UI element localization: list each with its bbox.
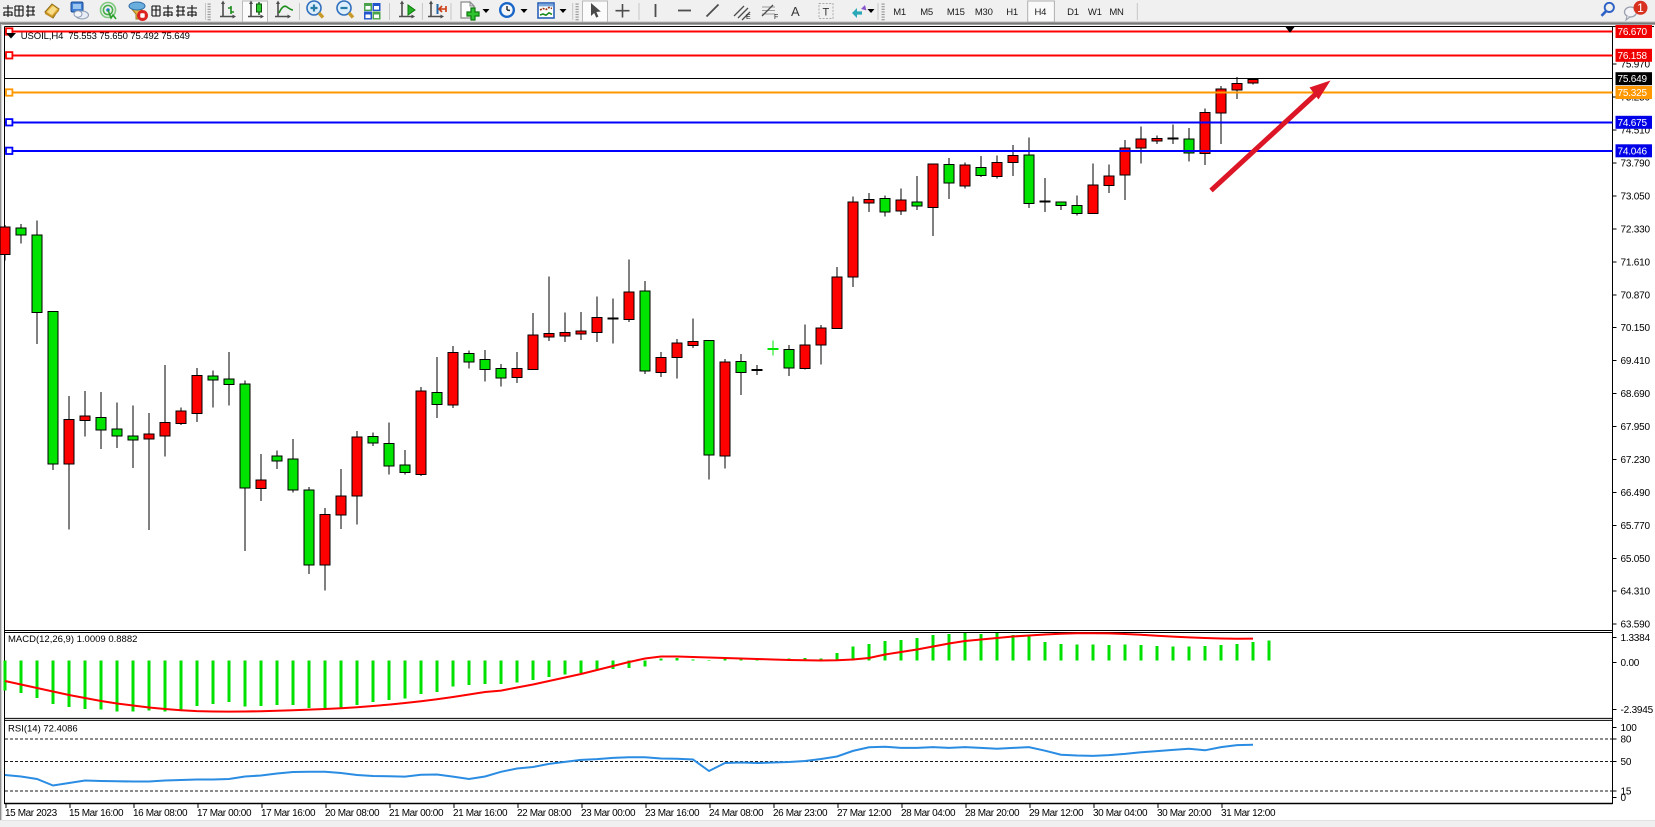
svg-text:15: 15 [1621,787,1632,798]
svg-text:75.970: 75.970 [1621,60,1651,71]
svg-text:H4: H4 [1035,7,1047,18]
svg-text:67.950: 67.950 [1621,422,1651,433]
svg-text:26 Mar 23:00: 26 Mar 23:00 [773,808,828,819]
svg-text:28 Mar 20:00: 28 Mar 20:00 [965,808,1020,819]
svg-text:17 Mar 00:00: 17 Mar 00:00 [197,808,252,819]
svg-text:H1: H1 [1006,7,1018,18]
svg-text:USOIL,H4 75.553 75.650 75.492: USOIL,H4 75.553 75.650 75.492 75.649 [21,31,190,42]
svg-text:74.510: 74.510 [1621,126,1651,137]
svg-text:65.770: 65.770 [1621,521,1651,532]
svg-text:64.310: 64.310 [1621,587,1651,598]
svg-text:16 Mar 08:00: 16 Mar 08:00 [133,808,188,819]
svg-text:75.325: 75.325 [1618,88,1648,99]
svg-text:0: 0 [1621,793,1627,804]
svg-text:74.675: 74.675 [1618,118,1648,129]
svg-text:RSI(14) 72.4086: RSI(14) 72.4086 [8,724,78,735]
svg-text:50: 50 [1621,757,1632,768]
svg-text:100: 100 [1621,723,1638,734]
svg-text:66.490: 66.490 [1621,488,1651,499]
svg-text:73.050: 73.050 [1621,192,1651,203]
svg-text:23 Mar 00:00: 23 Mar 00:00 [581,808,636,819]
svg-text:30 Mar 04:00: 30 Mar 04:00 [1093,808,1148,819]
svg-text:E: E [746,14,751,21]
svg-text:65.050: 65.050 [1621,554,1651,565]
svg-text:A: A [791,4,800,19]
svg-text:76.158: 76.158 [1618,51,1648,62]
svg-text:M1: M1 [893,7,906,18]
svg-text:1: 1 [1637,1,1644,15]
svg-text:31 Mar 12:00: 31 Mar 12:00 [1221,808,1276,819]
svg-text:27 Mar 12:00: 27 Mar 12:00 [837,808,892,819]
svg-text:21 Mar 16:00: 21 Mar 16:00 [453,808,508,819]
svg-text:1.3384: 1.3384 [1621,633,1651,644]
svg-text:-2.3945: -2.3945 [1621,705,1654,716]
svg-text:15 Mar 16:00: 15 Mar 16:00 [69,808,124,819]
svg-text:M5: M5 [920,7,933,18]
svg-text:MN: MN [1109,7,1124,18]
svg-text:M30: M30 [975,7,993,18]
svg-text:69.410: 69.410 [1621,356,1651,367]
svg-text:M15: M15 [947,7,965,18]
svg-text:24 Mar 08:00: 24 Mar 08:00 [709,808,764,819]
svg-text:29 Mar 12:00: 29 Mar 12:00 [1029,808,1084,819]
svg-text:28 Mar 04:00: 28 Mar 04:00 [901,808,956,819]
svg-text:MACD(12,26,9) 1.0009 0.8882: MACD(12,26,9) 1.0009 0.8882 [8,634,137,645]
svg-text:15 Mar 2023: 15 Mar 2023 [5,808,58,819]
svg-text:70.150: 70.150 [1621,323,1651,334]
svg-text:0.00: 0.00 [1621,658,1640,669]
svg-text:22 Mar 08:00: 22 Mar 08:00 [517,808,572,819]
svg-text:72.330: 72.330 [1621,225,1651,236]
svg-text:D1: D1 [1067,7,1079,18]
svg-text:20 Mar 08:00: 20 Mar 08:00 [325,808,380,819]
svg-text:68.690: 68.690 [1621,389,1651,400]
svg-text:63.590: 63.590 [1621,620,1651,631]
svg-text:23 Mar 16:00: 23 Mar 16:00 [645,808,700,819]
svg-text:74.046: 74.046 [1618,146,1648,157]
svg-text:17 Mar 16:00: 17 Mar 16:00 [261,808,316,819]
svg-text:71.610: 71.610 [1621,258,1651,269]
svg-text:75.649: 75.649 [1618,74,1648,85]
svg-text:73.790: 73.790 [1621,159,1651,170]
svg-text:80: 80 [1621,735,1632,746]
svg-text:F: F [774,14,778,21]
svg-text:T: T [823,7,830,19]
svg-text:76.670: 76.670 [1618,27,1648,38]
svg-text:30 Mar 20:00: 30 Mar 20:00 [1157,808,1212,819]
svg-text:67.230: 67.230 [1621,455,1651,466]
svg-text:70.870: 70.870 [1621,291,1651,302]
svg-text:21 Mar 00:00: 21 Mar 00:00 [389,808,444,819]
svg-text:W1: W1 [1088,7,1102,18]
